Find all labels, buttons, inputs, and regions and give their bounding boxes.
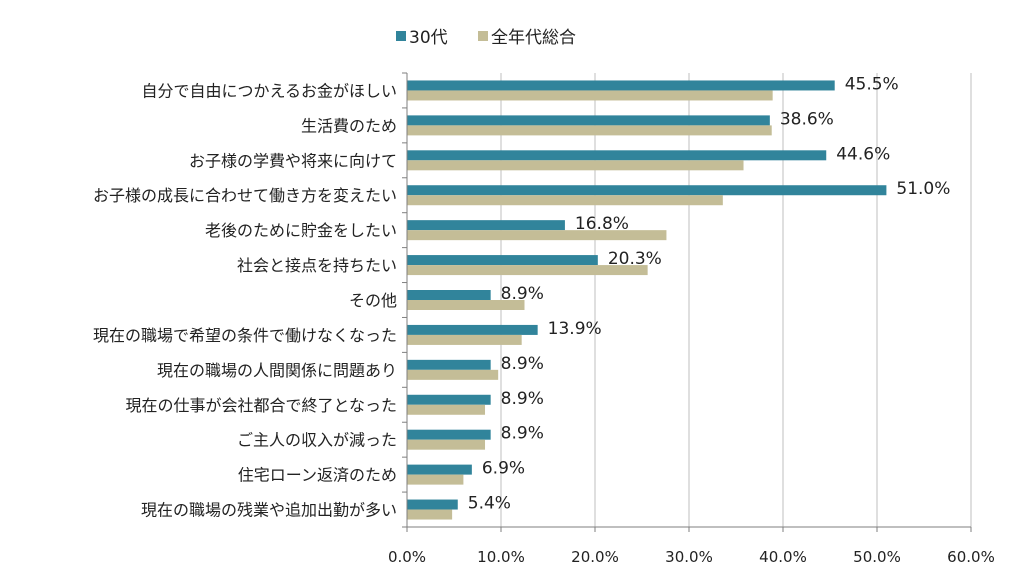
value-label-10: 8.9%	[501, 389, 544, 409]
bar-30s-10	[407, 394, 491, 405]
gridlines	[500, 73, 972, 527]
category-label-1: 自分で自由につかえるお金がほしい	[141, 81, 397, 100]
bar-30s-9	[407, 359, 491, 370]
bar-30s-13	[407, 499, 458, 510]
bar-all-ages-8	[407, 334, 522, 345]
value-label-6: 20.3%	[608, 249, 662, 269]
bar-all-ages-11	[407, 439, 486, 450]
value-label-5: 16.8%	[575, 214, 629, 234]
value-label-3: 44.6%	[836, 144, 890, 164]
x-tick-label-4: 40.0%	[759, 548, 807, 566]
bar-30s-5	[407, 220, 565, 231]
category-label-5: 老後のために貯金をしたい	[205, 221, 397, 240]
x-tick-label-1: 10.0%	[477, 548, 525, 566]
x-tick-label-6: 60.0%	[947, 548, 995, 566]
bar-30s-4	[407, 185, 887, 196]
x-tick-label-0: 0.0%	[388, 548, 426, 566]
x-tick-label-5: 50.0%	[853, 548, 901, 566]
value-label-13: 5.4%	[468, 494, 511, 514]
value-label-11: 8.9%	[501, 424, 544, 444]
legend-label-1: 30代	[409, 28, 448, 48]
category-label-8: 現在の職場で希望の条件で働けなくなった	[93, 326, 397, 345]
bars-group	[407, 80, 887, 520]
bar-all-ages-7	[407, 300, 525, 310]
bar-all-ages-1	[407, 90, 773, 101]
bar-all-ages-4	[407, 195, 723, 206]
legend-swatch-2	[478, 31, 488, 41]
value-label-8: 13.9%	[548, 319, 602, 339]
bar-all-ages-12	[407, 474, 464, 485]
bar-all-ages-5	[407, 230, 667, 241]
bar-30s-7	[407, 290, 491, 300]
category-labels: 自分で自由につかえるお金がほしい生活費のためお子様の学費や将来に向けてお子様の成…	[93, 81, 397, 519]
bar-30s-12	[407, 464, 472, 475]
value-label-2: 38.6%	[780, 109, 834, 129]
bar-all-ages-2	[407, 125, 772, 136]
category-label-4: お子様の成長に合わせて働き方を変えたい	[93, 186, 397, 205]
category-label-9: 現在の職場の人間関係に問題あり	[157, 361, 397, 380]
value-label-4: 51.0%	[896, 179, 950, 199]
category-label-6: 社会と接点を持ちたい	[237, 256, 397, 275]
bar-30s-1	[407, 80, 835, 91]
value-label-9: 8.9%	[501, 354, 544, 374]
category-label-11: ご主人の収入が減った	[237, 431, 397, 450]
legend-label-2: 全年代総合	[491, 28, 576, 48]
value-label-1: 45.5%	[845, 74, 899, 94]
bar-all-ages-10	[407, 404, 486, 415]
category-label-2: 生活費のため	[301, 116, 397, 135]
x-tick-label-3: 30.0%	[665, 548, 713, 566]
bar-all-ages-13	[407, 509, 453, 520]
bar-all-ages-9	[407, 369, 499, 380]
bar-all-ages-6	[407, 265, 648, 276]
bar-30s-8	[407, 324, 538, 335]
bar-30s-2	[407, 115, 770, 126]
value-label-12: 6.9%	[482, 459, 525, 479]
bar-all-ages-3	[407, 160, 744, 171]
value-labels: 45.5%38.6%44.6%51.0%16.8%20.3%8.9%13.9%8…	[468, 74, 951, 513]
chart-legend: 30代 全年代総合	[396, 28, 576, 48]
legend-swatch-1	[396, 31, 406, 41]
x-tick-label-2: 20.0%	[571, 548, 619, 566]
bar-30s-11	[407, 429, 491, 440]
x-tick-labels: 0.0% 10.0% 20.0% 30.0% 40.0% 50.0% 60.0%	[388, 527, 995, 566]
category-label-7: その他	[349, 291, 397, 310]
category-label-10: 現在の仕事が会社都合で終了となった	[125, 396, 397, 415]
category-label-3: お子様の学費や将来に向けて	[189, 151, 397, 170]
category-label-12: 住宅ローン返済のため	[238, 466, 397, 485]
value-label-7: 8.9%	[501, 284, 544, 304]
bar-30s-6	[407, 255, 598, 266]
category-label-13: 現在の職場の残業や追加出勤が多い	[141, 501, 397, 520]
bar-30s-3	[407, 150, 827, 161]
